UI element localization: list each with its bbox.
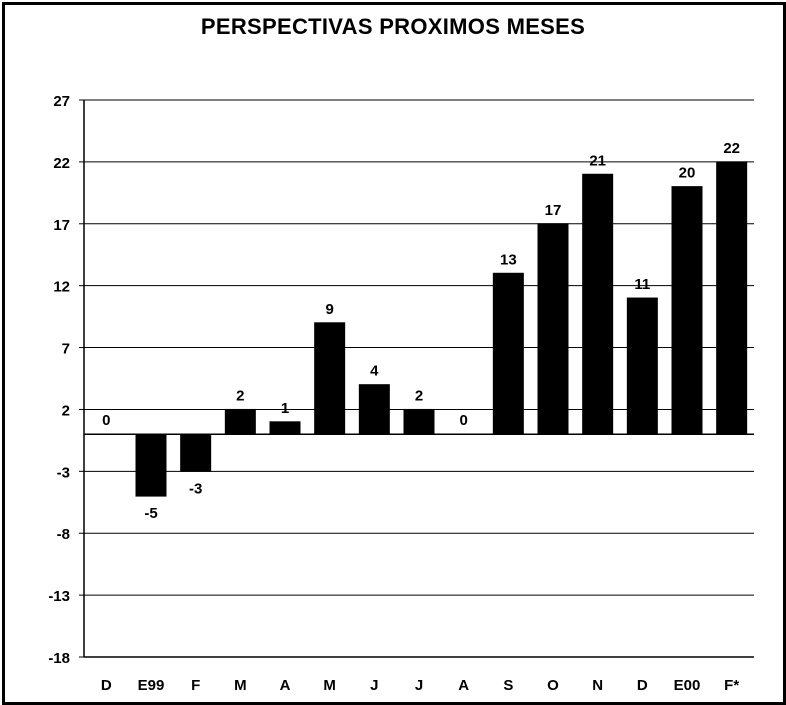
y-tick-label: 7 [62,341,70,358]
bar [626,297,658,435]
bar [582,173,614,435]
bar [224,408,256,435]
x-tick-label: J [415,677,423,694]
y-tick-label: 22 [53,155,70,172]
x-tick-label: S [503,677,513,694]
data-label: 22 [723,140,740,157]
x-tick-label: D [101,677,112,694]
y-tick-label: 27 [53,93,70,110]
y-tick-label: -18 [48,650,70,667]
data-label: 17 [545,202,562,219]
bar [180,433,212,472]
data-label: -5 [144,505,157,522]
data-label: 2 [415,387,423,404]
x-tick-label: O [547,677,559,694]
x-tick-label: M [234,677,247,694]
y-tick-label: 17 [53,217,70,234]
data-label: 4 [370,363,379,380]
data-label: 13 [500,251,517,268]
x-tick-label: N [592,677,603,694]
y-tick-label: 12 [53,279,70,296]
bar [135,433,167,497]
data-label: 1 [281,400,289,417]
bar [269,421,301,435]
y-tick-label: 2 [62,402,70,419]
x-tick-label: A [280,677,291,694]
x-tick-label: E00 [674,677,701,694]
x-tick-labels: D E99 F M A M J J A S O N D E00 F* [101,677,739,694]
data-label: 0 [459,412,467,429]
data-label: 11 [634,276,650,293]
data-label: 20 [679,165,696,182]
bar [671,186,703,435]
bars [135,161,748,497]
bar [358,384,390,435]
x-tick-label: M [323,677,336,694]
x-tick-label: E99 [138,677,165,694]
y-tick-label: -3 [57,464,70,481]
x-tick-label: D [637,677,648,694]
bar [403,408,435,435]
data-label: -3 [189,480,202,497]
data-label: 9 [325,301,333,318]
x-tick-label: J [370,677,378,694]
bar [716,161,748,435]
data-label: 2 [236,387,244,404]
y-tick-label: -13 [48,588,70,605]
data-label: 21 [589,152,606,169]
x-tick-label: F [191,677,200,694]
y-tick-label: -8 [57,526,70,543]
bar [537,223,569,435]
bar [492,272,524,435]
chart-title: PERSPECTIVAS PROXIMOS MESES [200,14,586,39]
data-label: 0 [102,412,110,429]
x-tick-label: A [458,677,469,694]
x-tick-label: F* [724,677,739,694]
y-tick-labels: 27 22 17 12 7 2 -3 -8 -13 -18 [48,93,70,667]
bar [314,322,346,435]
